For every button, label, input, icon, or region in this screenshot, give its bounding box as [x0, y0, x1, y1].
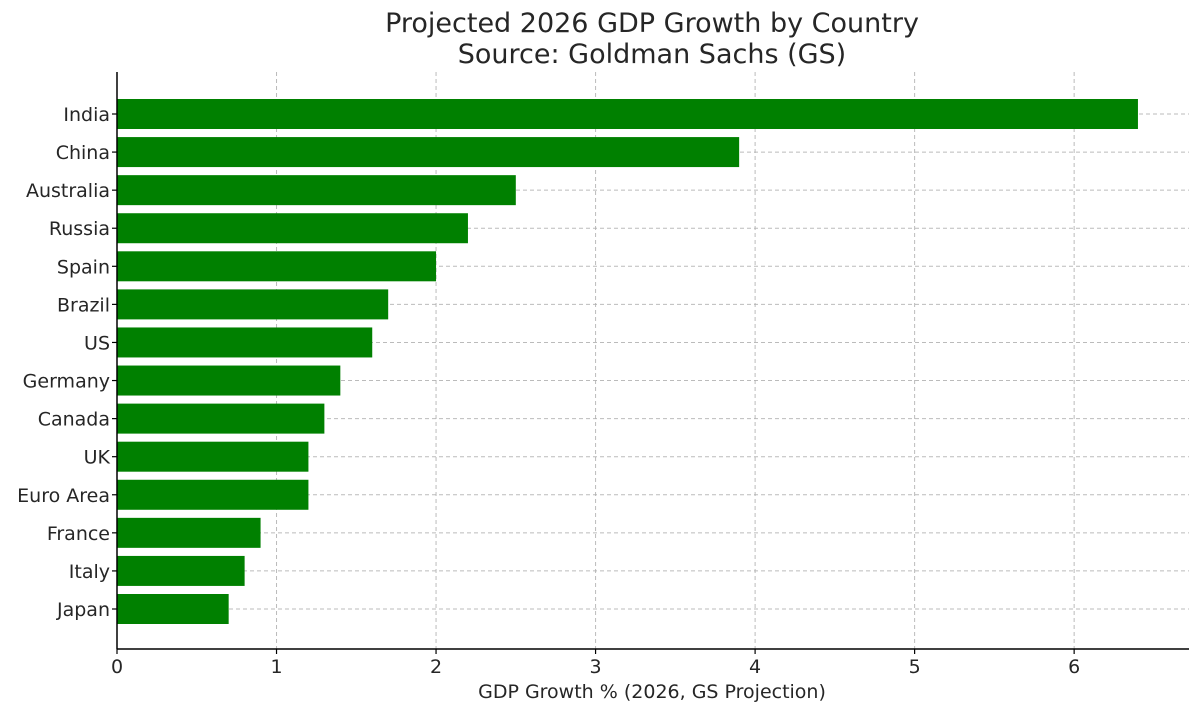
bars	[117, 99, 1138, 624]
y-tick-label: Brazil	[57, 294, 110, 316]
y-tick-label: Germany	[23, 371, 110, 393]
bar-uk	[117, 441, 309, 472]
x-tick-label: 5	[909, 656, 921, 678]
y-tick-label: Canada	[38, 409, 110, 431]
axes	[116, 72, 1189, 650]
bar-us	[117, 327, 373, 358]
bar-italy	[117, 555, 245, 586]
bar-germany	[117, 365, 341, 396]
chart-subtitle: Source: Goldman Sachs (GS)	[458, 39, 846, 70]
x-tick-label: 4	[749, 656, 761, 678]
y-tick-label: India	[63, 104, 110, 126]
y-tick-label: Euro Area	[17, 485, 110, 507]
x-tick-labels: 0 1 2 3 4 5 6	[111, 649, 1080, 678]
x-tick-label: 0	[111, 656, 123, 678]
bar-france	[117, 517, 261, 548]
y-tick-labels: India China Australia Russia Spain Brazil US Ge…	[17, 104, 117, 621]
y-tick-label: US	[84, 332, 110, 354]
x-tick-label: 3	[590, 656, 602, 678]
bar-brazil	[117, 289, 389, 320]
y-tick-label: UK	[84, 447, 111, 469]
x-tick-label: 6	[1068, 656, 1080, 678]
y-tick-label: Italy	[69, 561, 110, 583]
y-tick-label: China	[56, 142, 110, 164]
bar-russia	[117, 213, 468, 244]
x-tick-label: 2	[430, 656, 442, 678]
bar-australia	[117, 175, 516, 206]
x-tick-label: 1	[270, 656, 282, 678]
bar-euro-area	[117, 479, 309, 510]
y-tick-label: Australia	[26, 180, 110, 202]
bar-japan	[117, 594, 229, 624]
y-tick-label: Russia	[49, 218, 110, 240]
y-tick-label: France	[47, 523, 110, 545]
y-tick-label: Spain	[57, 256, 110, 278]
x-axis-label: GDP Growth % (2026, GS Projection)	[478, 681, 826, 703]
y-tick-label: Japan	[56, 599, 110, 621]
bar-canada	[117, 403, 325, 434]
chart-title: Projected 2026 GDP Growth by Country	[385, 8, 919, 39]
bar-china	[117, 137, 740, 168]
bar-india	[117, 99, 1138, 129]
bar-spain	[117, 251, 437, 282]
